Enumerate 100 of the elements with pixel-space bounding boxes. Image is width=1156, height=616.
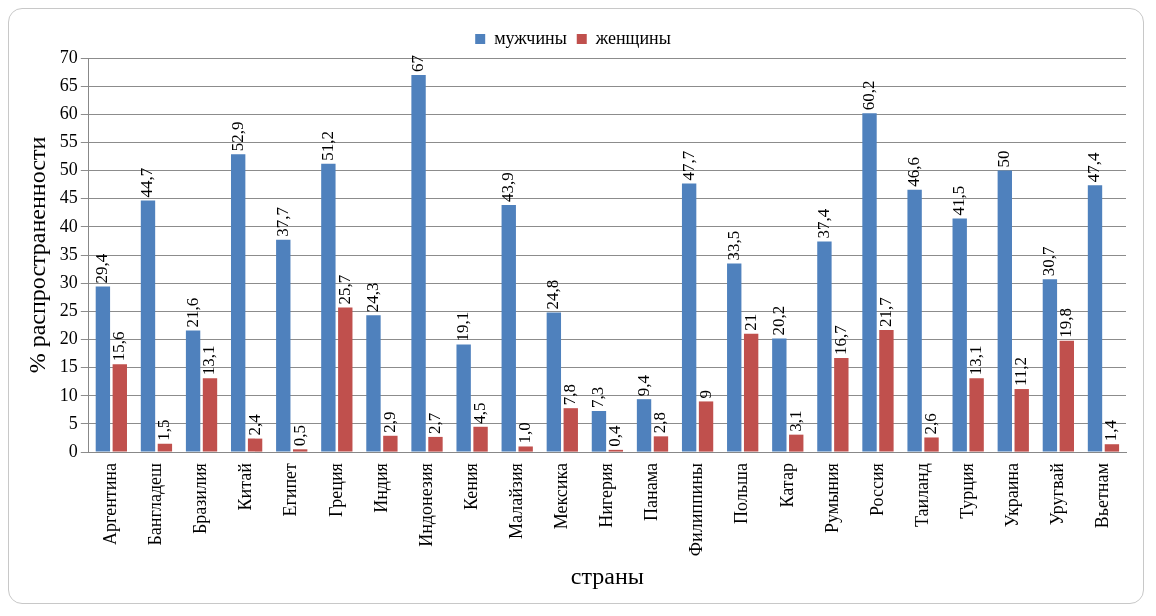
bar — [653, 436, 669, 452]
data-label: 67 — [408, 54, 428, 72]
data-label: 2,6 — [920, 413, 940, 435]
data-label: 24,3 — [362, 282, 382, 313]
bar — [140, 200, 156, 452]
data-label: 13,1 — [966, 345, 986, 376]
data-label: 19,8 — [1056, 307, 1076, 338]
data-label: 44,7 — [137, 167, 157, 198]
bar — [698, 401, 714, 452]
x-tick-label: Аргентина — [100, 463, 121, 545]
data-label: 21,7 — [875, 296, 895, 327]
y-tick-label: 0 — [68, 440, 78, 461]
data-label: 2,4 — [244, 413, 264, 436]
data-label: 15,6 — [109, 331, 129, 362]
data-label: 43,9 — [498, 172, 518, 202]
y-tick-label: 60 — [59, 103, 78, 124]
x-tick-label: Кения — [460, 463, 481, 510]
bar — [157, 443, 173, 452]
x-tick-label: Малайзия — [505, 463, 526, 539]
data-label: 11,2 — [1011, 356, 1031, 387]
bar — [95, 286, 111, 452]
data-label: 21 — [740, 313, 760, 331]
x-tick-label: Филиппины — [686, 463, 707, 557]
bar — [112, 364, 127, 452]
y-tick-label: 15 — [59, 356, 78, 377]
x-tick-label: Китай — [235, 462, 256, 511]
bar — [518, 446, 533, 452]
x-tick-label: Панама — [641, 463, 662, 521]
data-label: 19,1 — [453, 311, 473, 342]
bar — [997, 170, 1012, 452]
y-tick-label: 40 — [59, 215, 78, 236]
y-tick-label: 55 — [59, 131, 78, 152]
bar — [473, 426, 488, 452]
x-tick-label: Украина — [1002, 463, 1022, 528]
y-tick-label: 45 — [59, 187, 78, 208]
x-tick-label: Греция — [325, 463, 346, 517]
y-tick-label: 35 — [59, 243, 78, 264]
bar — [1059, 340, 1074, 452]
x-tick-label: Индонезия — [415, 463, 436, 547]
data-label: 2,8 — [650, 412, 670, 434]
data-label: 7,8 — [560, 383, 580, 406]
data-label: 1,5 — [154, 419, 174, 441]
data-label: 1,4 — [1101, 419, 1121, 442]
x-tick-label: Нигерия — [596, 463, 617, 528]
bar — [1104, 444, 1120, 452]
bar — [907, 189, 922, 452]
x-tick-label: Польша — [731, 463, 752, 524]
bar — [185, 330, 201, 452]
data-label: 2,7 — [424, 412, 444, 434]
bar — [1042, 279, 1058, 452]
x-axis-title: страны — [570, 562, 644, 589]
bar — [276, 239, 291, 452]
data-label: 47,7 — [678, 150, 698, 181]
bar — [743, 333, 759, 452]
data-label: 9,4 — [633, 374, 653, 397]
x-tick-label: Бразилия — [190, 463, 211, 535]
bar — [636, 399, 652, 452]
y-tick-label: 5 — [68, 412, 78, 433]
bar — [563, 408, 578, 452]
bar — [546, 312, 562, 452]
bar — [591, 411, 607, 452]
y-tick-label: 30 — [59, 271, 78, 292]
bar — [501, 204, 516, 452]
y-axis-title: % распространенности — [23, 136, 50, 374]
x-tick-label: Египет — [280, 462, 301, 517]
bar — [924, 437, 939, 452]
x-tick-label: Уругвай — [1047, 462, 1068, 526]
data-label: 37,4 — [813, 208, 833, 239]
data-label: 21,6 — [182, 297, 202, 328]
data-label: 30,7 — [1039, 246, 1059, 277]
bar — [321, 163, 336, 452]
y-tick-label: 20 — [59, 328, 78, 349]
data-label: 47,4 — [1084, 151, 1104, 183]
y-tick-label: 50 — [59, 159, 78, 180]
bar — [411, 74, 426, 452]
legend-label: женщины — [594, 27, 671, 48]
data-label: 60,2 — [858, 80, 878, 111]
x-tick-label: Бангладеш — [145, 462, 166, 546]
bar — [456, 344, 471, 452]
data-label: 20,2 — [768, 305, 788, 336]
y-tick-label: 10 — [59, 384, 78, 405]
data-label: 46,6 — [904, 156, 924, 187]
data-label: 37,7 — [272, 206, 292, 237]
bar — [428, 436, 443, 452]
bar — [969, 378, 984, 452]
data-label: 25,7 — [334, 274, 354, 305]
data-label: 50 — [994, 150, 1014, 168]
bar — [247, 438, 263, 452]
data-label: 41,5 — [949, 185, 969, 216]
data-label: 33,5 — [723, 230, 743, 261]
data-label: 9 — [695, 389, 715, 399]
bar — [862, 113, 877, 452]
y-tick-label: 25 — [59, 300, 78, 321]
x-tick-label: Мексика — [551, 463, 572, 530]
data-label: 2,9 — [379, 411, 399, 433]
bar — [1014, 389, 1029, 452]
data-label: 7,3 — [588, 386, 608, 409]
x-tick-label: Россия — [866, 463, 887, 517]
x-tick-label: Вьетнам — [1092, 463, 1113, 529]
data-label: 24,8 — [543, 279, 563, 310]
